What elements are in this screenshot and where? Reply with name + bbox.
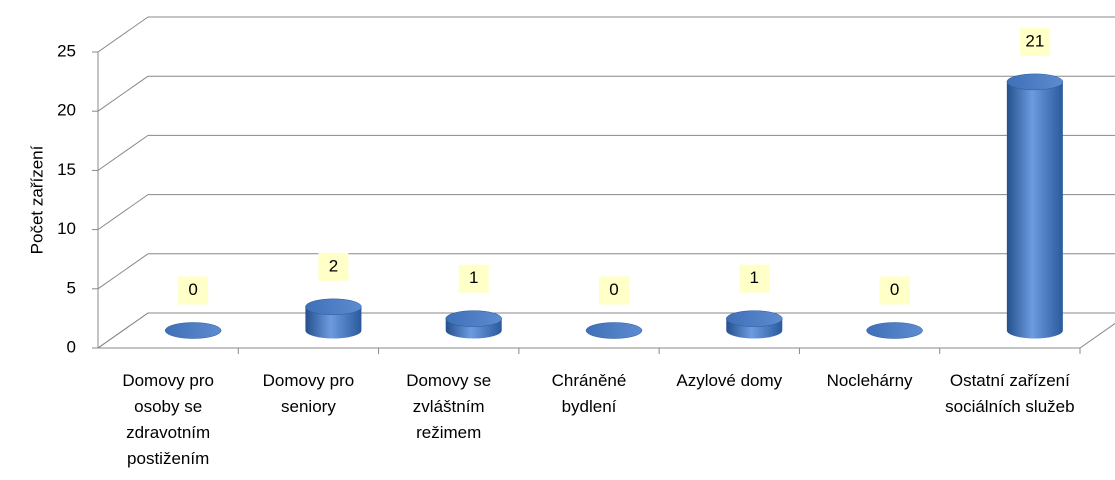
x-tick-label: Noclehárny (826, 371, 913, 390)
value-label-bg (879, 276, 910, 305)
bar-body (305, 306, 362, 339)
bar (866, 322, 923, 339)
y-tick-label: 10 (57, 219, 76, 238)
value-label-bg (318, 252, 349, 281)
value-label: 1 (750, 268, 759, 287)
x-tick-label: Domovy pro osoby se zdravotním postižení… (122, 371, 214, 468)
value-label: 2 (329, 256, 338, 275)
x-tick-label: Ostatní zařízení sociálních služeb (945, 371, 1075, 416)
grid-line (97, 16, 149, 53)
value-label: 0 (609, 280, 618, 299)
bar (445, 310, 502, 339)
y-axis-label: Počet zařízení (27, 145, 46, 254)
y-tick-label: 15 (57, 160, 76, 179)
value-label-bg (1019, 27, 1050, 56)
grid-line (97, 134, 149, 171)
value-label: 0 (890, 280, 899, 299)
bar-top (585, 322, 643, 339)
y-tick-label: 5 (67, 278, 76, 297)
y-tick-label: 20 (57, 101, 76, 120)
grid-line (97, 312, 149, 349)
bar-top (305, 298, 362, 316)
x-tick-label: Azylové domy (676, 371, 783, 390)
value-label-bg (739, 264, 770, 293)
grid-line (97, 194, 149, 231)
bar (1006, 73, 1064, 339)
bar (164, 322, 222, 339)
bar-top (445, 310, 502, 327)
value-label: 1 (469, 268, 478, 287)
value-label: 0 (188, 280, 197, 299)
bar-top (1006, 73, 1064, 91)
y-tick-label: 25 (57, 41, 76, 60)
bar-top (866, 322, 923, 339)
grid-line (97, 75, 149, 112)
value-label-bg (599, 276, 629, 305)
value-label-bg (178, 276, 209, 305)
x-tick-label: Domovy se zvláštním režimem (406, 371, 492, 442)
bar (585, 322, 643, 339)
x-tick-label: Chráněné bydlení (551, 371, 627, 416)
grid-line (97, 253, 149, 290)
value-label: 21 (1025, 31, 1044, 50)
bar-top (164, 322, 222, 339)
bar (726, 310, 783, 339)
bar (305, 298, 362, 339)
bar-body (1006, 81, 1063, 339)
value-label-bg (458, 264, 489, 293)
bar-top (726, 310, 783, 327)
x-tick-label: Domovy pro seniory (262, 371, 355, 416)
y-tick-label: 0 (67, 337, 76, 356)
